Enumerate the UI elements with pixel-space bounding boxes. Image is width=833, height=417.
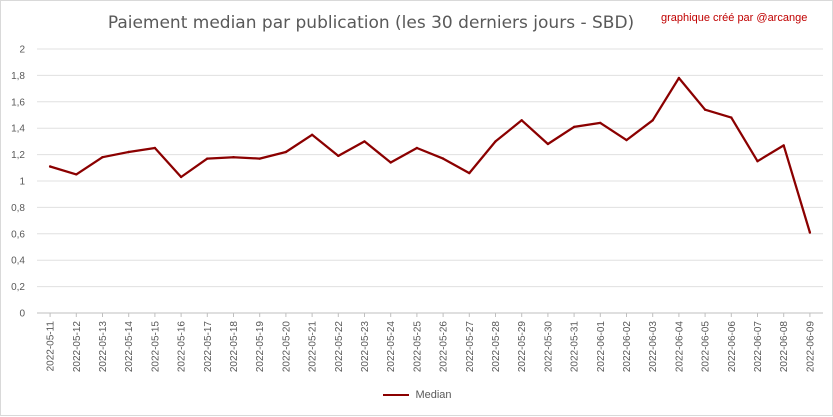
data-point — [520, 119, 523, 122]
data-point — [651, 119, 654, 122]
y-tick-label: 0 — [19, 309, 25, 320]
data-point — [389, 161, 392, 164]
x-tick-label: 2022-05-28 — [491, 321, 502, 373]
legend-swatch — [383, 394, 410, 396]
x-tick-label: 2022-05-20 — [281, 321, 292, 373]
legend-label: Median — [415, 389, 452, 401]
y-tick-label: 2 — [19, 45, 25, 56]
data-point — [730, 116, 733, 119]
data-point — [179, 175, 183, 179]
x-tick-label: 2022-05-13 — [98, 321, 109, 373]
x-tick-label: 2022-06-02 — [622, 321, 633, 373]
x-tick-label: 2022-06-07 — [753, 321, 764, 373]
data-point — [625, 138, 628, 142]
data-point — [363, 140, 366, 143]
x-tick-label: 2022-05-12 — [72, 321, 83, 373]
legend: Median — [1, 389, 833, 401]
data-point — [310, 133, 314, 136]
x-tick-label: 2022-05-15 — [150, 321, 161, 373]
x-tick-label: 2022-05-26 — [439, 321, 450, 373]
x-tick-label: 2022-05-19 — [255, 321, 266, 373]
y-tick-label: 1,4 — [11, 124, 25, 135]
data-point — [494, 140, 497, 143]
chart-title: Paiement median par publication (les 30 … — [107, 13, 635, 33]
data-point — [441, 157, 445, 160]
data-point — [75, 173, 78, 176]
data-point — [127, 150, 130, 154]
data-point — [48, 165, 52, 168]
x-tick-label: 2022-05-17 — [203, 321, 214, 373]
x-tick-label: 2022-05-24 — [386, 321, 397, 373]
data-point — [703, 108, 707, 111]
x-tick-label: 2022-06-04 — [674, 321, 685, 373]
x-tick-label: 2022-06-08 — [779, 321, 790, 373]
data-point — [468, 171, 471, 175]
data-point — [284, 150, 288, 154]
data-point — [206, 157, 209, 160]
data-point — [415, 146, 419, 150]
x-tick-label: 2022-05-29 — [517, 321, 528, 373]
x-tick-label: 2022-05-18 — [229, 321, 240, 373]
x-tick-label: 2022-05-16 — [177, 321, 188, 373]
x-tick-label: 2022-05-25 — [412, 321, 423, 373]
data-point — [337, 154, 340, 158]
data-point — [572, 125, 576, 129]
x-tick-label: 2022-05-23 — [360, 321, 371, 373]
x-tick-label: 2022-06-03 — [648, 321, 659, 373]
y-tick-label: 0,4 — [11, 256, 25, 267]
y-tick-label: 1 — [19, 177, 25, 188]
x-tick-label: 2022-05-22 — [334, 321, 345, 373]
data-point — [258, 157, 261, 160]
data-point — [599, 121, 602, 125]
x-tick-label: 2022-06-05 — [701, 321, 712, 373]
x-tick-label: 2022-06-06 — [727, 321, 738, 373]
y-tick-label: 0,2 — [11, 282, 25, 293]
x-tick-label: 2022-05-14 — [124, 321, 135, 373]
y-tick-label: 1,2 — [11, 150, 25, 161]
x-tick-label: 2022-05-21 — [308, 321, 319, 373]
data-point — [153, 146, 157, 150]
data-point — [677, 76, 681, 80]
data-point — [101, 156, 104, 159]
y-tick-label: 0,6 — [11, 229, 25, 240]
y-tick-label: 1,6 — [11, 97, 25, 108]
x-tick-label: 2022-05-31 — [570, 321, 581, 373]
x-tick-label: 2022-05-30 — [543, 321, 554, 373]
y-tick-label: 1,8 — [11, 71, 25, 82]
data-point — [232, 156, 235, 159]
data-point — [756, 160, 759, 163]
x-tick-label: 2022-06-09 — [805, 321, 816, 373]
data-point — [546, 142, 550, 146]
data-point — [782, 144, 785, 147]
y-tick-label: 0,8 — [11, 203, 25, 214]
x-tick-label: 2022-06-01 — [596, 321, 607, 373]
data-point — [808, 231, 812, 234]
x-tick-label: 2022-05-27 — [465, 321, 476, 373]
series-line-median — [48, 76, 812, 234]
chart-credit: graphique créé par @arcange — [661, 12, 808, 24]
x-tick-label: 2022-05-11 — [46, 321, 57, 372]
